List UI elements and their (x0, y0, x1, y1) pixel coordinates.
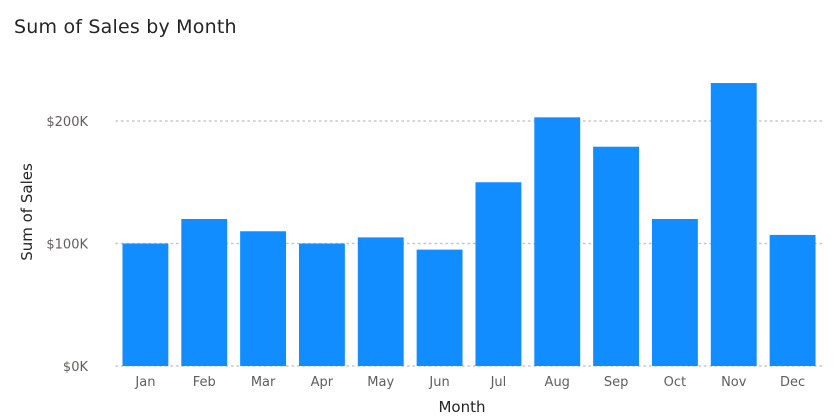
x-axis-title: Month (438, 398, 485, 416)
bar-oct[interactable] (651, 219, 698, 366)
bar-apr[interactable] (298, 243, 345, 367)
y-axis-ticks: $0K $100K $200K (46, 115, 88, 375)
bar-jul[interactable] (475, 182, 522, 366)
bar-mar[interactable] (240, 231, 287, 366)
x-axis-ticks: Jan Feb Mar Apr May Jun Jul Aug Sep Oct Nov Dec (134, 375, 805, 390)
bars (122, 83, 816, 367)
x-tick-label-mar: Mar (251, 375, 276, 390)
bar-aug[interactable] (534, 117, 581, 366)
gridlines (115, 120, 823, 367)
x-tick-label-may: May (367, 375, 394, 390)
chart-title: Sum of Sales by Month (14, 16, 237, 38)
x-tick-label-jun: Jun (428, 375, 449, 390)
bar-nov[interactable] (710, 83, 757, 367)
bar-dec[interactable] (769, 234, 816, 366)
bar-jan[interactable] (122, 243, 169, 367)
x-tick-label-aug: Aug (545, 375, 570, 390)
x-tick-label-nov: Nov (721, 375, 747, 390)
bar-feb[interactable] (181, 219, 228, 366)
x-tick-label-oct: Oct (664, 375, 686, 390)
x-tick-label-sep: Sep (604, 375, 629, 390)
bar-jun[interactable] (416, 249, 463, 366)
y-axis-title: Sum of Sales (18, 163, 36, 261)
bar-may[interactable] (357, 237, 404, 366)
x-tick-label-jan: Jan (134, 375, 155, 390)
y-tick-label: $200K (46, 115, 88, 130)
x-tick-label-feb: Feb (193, 375, 216, 390)
y-tick-label: $0K (63, 360, 89, 375)
y-tick-label: $100K (46, 238, 88, 253)
x-tick-label-jul: Jul (490, 375, 507, 390)
bar-sep[interactable] (593, 146, 640, 366)
x-tick-label-apr: Apr (311, 375, 334, 390)
x-tick-label-dec: Dec (780, 375, 805, 390)
